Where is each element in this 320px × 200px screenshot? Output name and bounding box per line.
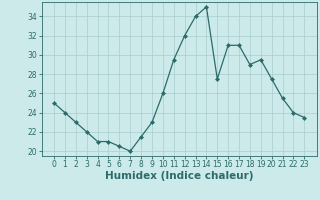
- X-axis label: Humidex (Indice chaleur): Humidex (Indice chaleur): [105, 171, 253, 181]
